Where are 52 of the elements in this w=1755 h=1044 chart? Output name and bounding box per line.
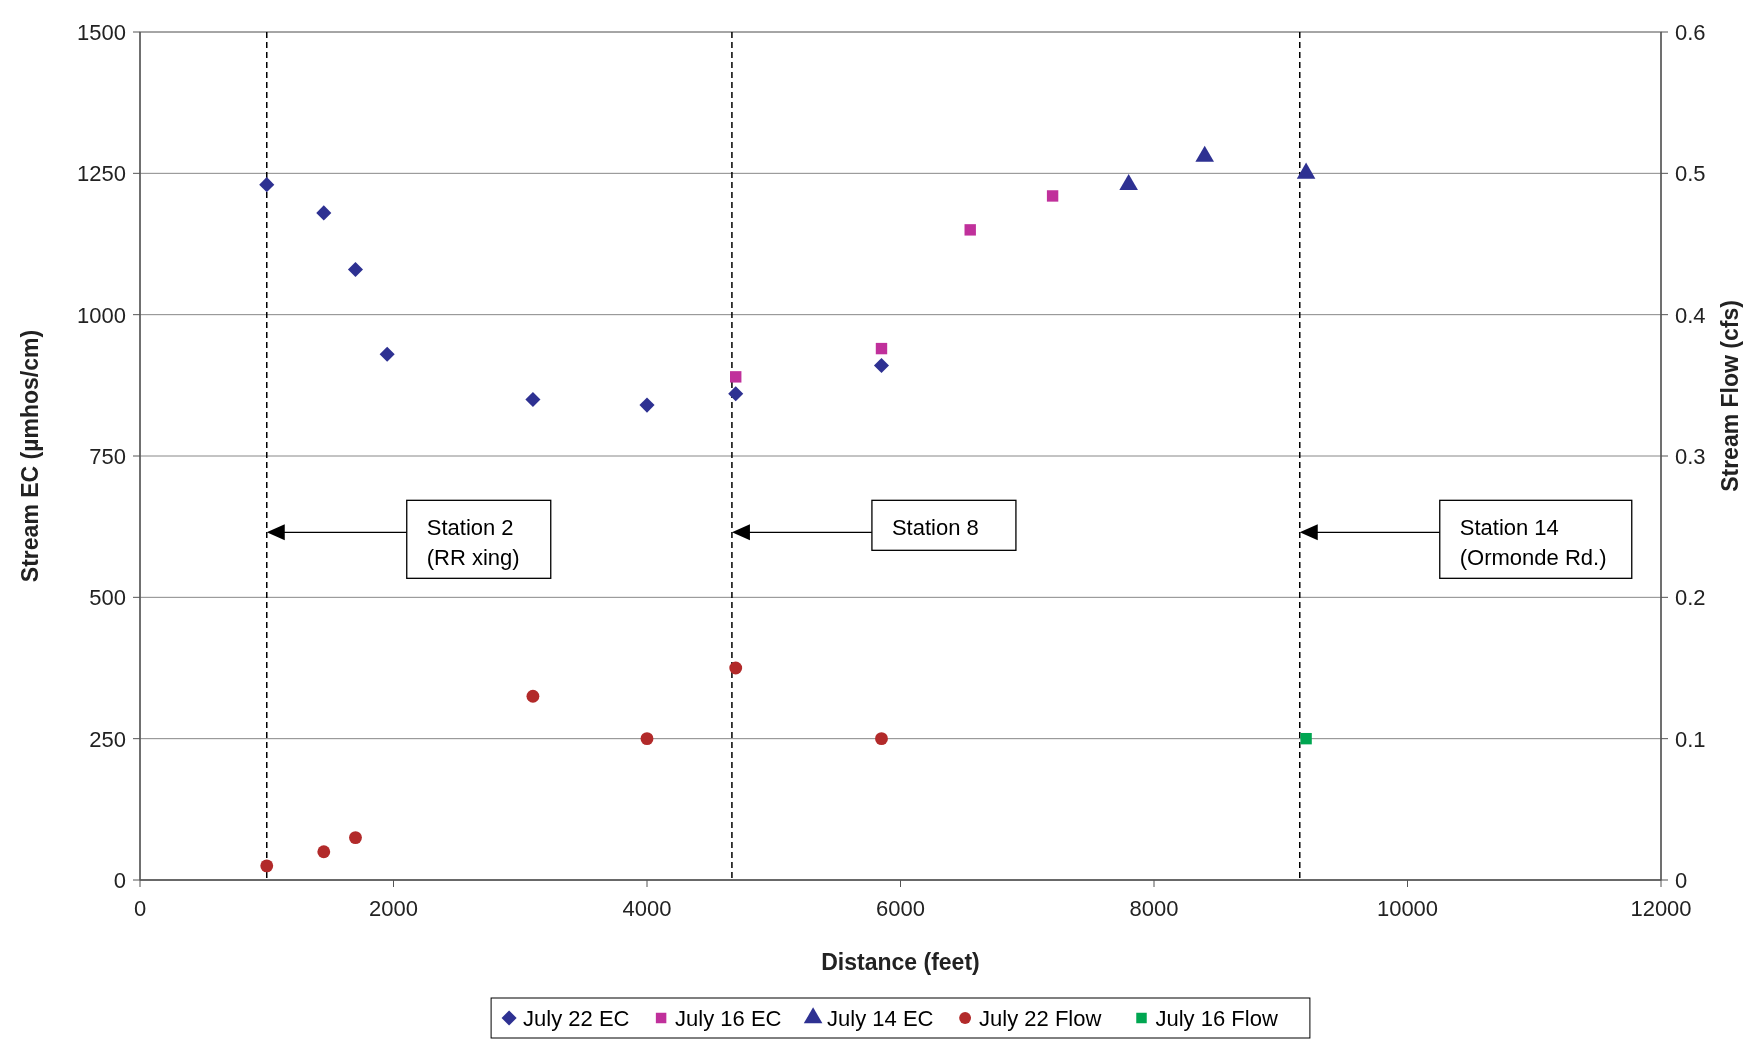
y-tick-label: 1250 <box>77 161 126 187</box>
point <box>349 831 362 845</box>
point <box>728 386 744 402</box>
legend-label: July 14 EC <box>827 1006 934 1031</box>
y-tick-label: 750 <box>89 444 126 469</box>
y2-tick-label: 0.6 <box>1675 20 1706 45</box>
legend-label: July 16 EC <box>675 1006 782 1031</box>
y-axis-title: Stream EC (µmhos/cm) <box>17 329 43 583</box>
x-tick-label: 6000 <box>876 896 925 921</box>
point <box>875 342 888 355</box>
y2-tick-label: 0.5 <box>1675 161 1706 187</box>
x-tick-label: 0 <box>133 896 147 921</box>
point <box>639 397 655 413</box>
y-tick-label: 0 <box>113 868 126 893</box>
legend-label: July 16 Flow <box>1155 1006 1278 1031</box>
annotation: Station 8 <box>891 515 979 541</box>
x-tick-label: 4000 <box>622 896 672 921</box>
point <box>640 732 654 746</box>
point <box>875 732 888 746</box>
legend-label: July 22 Flow <box>979 1006 1102 1031</box>
point <box>259 177 275 193</box>
y2-axis-title: Stream Flow (cfs) <box>1717 300 1743 492</box>
y2-tick-label: 0.2 <box>1675 585 1706 611</box>
y-tick-label: 1500 <box>77 20 126 45</box>
y-tick-label: 500 <box>89 585 126 611</box>
point <box>317 845 331 859</box>
y2-tick-label: 0.1 <box>1675 726 1706 752</box>
point <box>260 859 274 873</box>
point <box>964 224 976 236</box>
point <box>729 661 743 675</box>
y2-tick-label: 0.3 <box>1675 444 1706 469</box>
y2-tick-label: 0.4 <box>1675 302 1706 328</box>
x-tick-label: 10000 <box>1376 896 1439 921</box>
x-tick-label: 8000 <box>1129 896 1179 921</box>
x-tick-label: 12000 <box>1630 896 1692 921</box>
point <box>316 205 332 221</box>
point <box>1046 190 1059 202</box>
point <box>379 346 395 362</box>
y2-tick-label: 0 <box>1675 868 1688 893</box>
legend-label: July 22 EC <box>523 1006 630 1031</box>
point <box>730 371 742 383</box>
y-tick-label: 1000 <box>77 302 126 328</box>
point <box>526 689 540 703</box>
annotation: Station 2 (RR xing) <box>426 515 520 571</box>
annotation: Station 14 (Ormonde Rd.) <box>1459 515 1607 571</box>
point <box>873 358 890 374</box>
point <box>1300 732 1312 745</box>
point <box>525 391 541 408</box>
point <box>347 261 364 277</box>
x-tick-label: 2000 <box>369 896 418 921</box>
x-axis-title: Distance (feet) <box>821 949 980 975</box>
y-tick-label: 250 <box>89 726 126 752</box>
